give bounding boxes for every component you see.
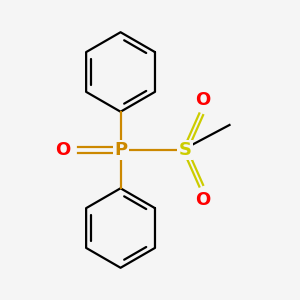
Text: O: O [195,191,211,209]
Text: S: S [179,141,192,159]
Text: O: O [55,141,70,159]
Text: O: O [195,91,211,109]
Text: P: P [114,141,127,159]
